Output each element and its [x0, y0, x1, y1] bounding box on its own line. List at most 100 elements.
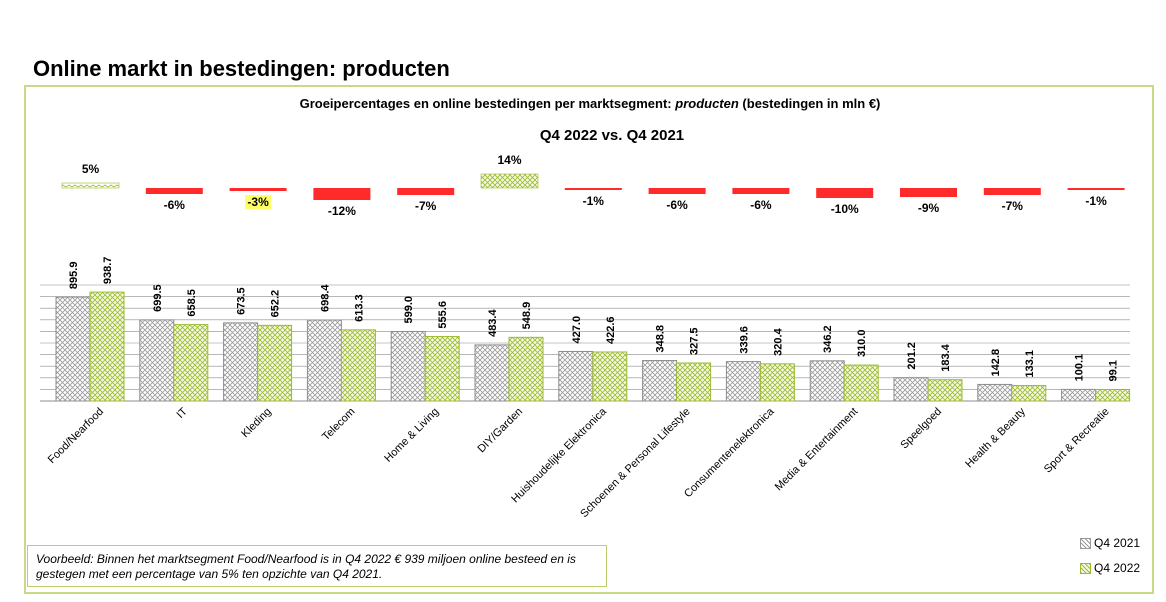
growth-bar: [480, 173, 539, 189]
bar: [424, 336, 460, 402]
bar: [55, 296, 91, 402]
data-label: 201.2: [906, 342, 918, 370]
data-label: 673.5: [236, 287, 248, 315]
data-label: 658.5: [186, 289, 198, 317]
bar: [1095, 389, 1131, 402]
growth-label: -6%: [750, 198, 772, 212]
growth-bar: [900, 188, 957, 197]
bar: [843, 364, 879, 402]
legend-swatch-q4-2021: [1080, 537, 1091, 549]
bar: [474, 344, 510, 402]
growth-bar: [564, 188, 622, 190]
chart-frame: [24, 85, 1154, 594]
chart-title-emphasis: producten: [674, 96, 739, 111]
chart-title-prefix: Groeipercentages en online bestedingen p…: [300, 96, 676, 111]
data-label: 422.6: [605, 316, 617, 344]
category-label: Food/Nearfood: [46, 406, 106, 466]
bar: [1061, 388, 1097, 402]
bars: 895.9 938.7 699.5 658.5 673.5 652.2 698.4 613.3…: [55, 257, 1131, 402]
growth-label: -7%: [415, 199, 437, 213]
data-label: 599.0: [403, 296, 415, 324]
category-label: Telecom: [320, 406, 357, 443]
bar: [340, 329, 376, 402]
chart-title: Groeipercentages en online bestedingen p…: [300, 96, 881, 111]
category-label: Media & Entertainment: [773, 406, 861, 494]
growth-bar: [313, 188, 371, 200]
growth-label: -9%: [918, 201, 940, 215]
bar: [223, 322, 259, 402]
growth-label: -3%: [247, 195, 269, 209]
bar: [725, 361, 761, 402]
data-label: 699.5: [152, 284, 164, 312]
bar: [89, 291, 125, 402]
data-label: 895.9: [68, 262, 80, 290]
category-label: Huishoudelijke Elektronica: [509, 405, 609, 505]
category-label: Kleding: [239, 406, 273, 440]
growth-label: -6%: [666, 198, 688, 212]
bar: [893, 377, 929, 402]
bar: [390, 331, 426, 402]
data-label: 327.5: [689, 327, 701, 355]
data-label: 183.4: [940, 343, 952, 371]
growth-bar: [1067, 188, 1125, 190]
bar: [927, 379, 963, 402]
legend-swatch-q4-2022: [1080, 562, 1091, 574]
growth-label: -1%: [1085, 194, 1107, 208]
category-label: Health & Beauty: [963, 405, 1028, 470]
growth-label: -10%: [831, 202, 859, 216]
growth-bar: [648, 188, 706, 194]
legend-item-q4-2021: Q4 2021: [1080, 536, 1140, 550]
bar: [139, 319, 175, 402]
growth-label: -12%: [328, 204, 356, 218]
legend-label-q4-2022: Q4 2022: [1094, 561, 1141, 575]
data-label: 142.8: [990, 349, 1002, 377]
growth-label: 5%: [82, 162, 100, 176]
data-label: 652.2: [270, 290, 282, 318]
example-note: Voorbeeld: Binnen het marktsegment Food/…: [27, 545, 607, 587]
growth-bar: [145, 188, 203, 194]
bar: [1011, 385, 1047, 402]
legend-label-q4-2021: Q4 2021: [1094, 536, 1141, 550]
growth-bar: [983, 188, 1041, 195]
bar: [508, 336, 544, 402]
data-label: 346.2: [822, 325, 834, 353]
growth-label: -1%: [583, 194, 605, 208]
data-label: 427.0: [571, 316, 583, 344]
bar: [759, 363, 795, 402]
data-label: 548.9: [521, 302, 533, 330]
category-label: IT: [175, 405, 191, 421]
category-labels: Food/Nearfood IT Kleding Telecom Home & Livi…: [46, 405, 1112, 520]
data-label: 613.3: [353, 294, 365, 322]
page-title: Online markt in bestedingen: producten: [33, 56, 450, 81]
data-label: 483.4: [487, 309, 499, 337]
category-label: Speelgoed: [898, 406, 944, 452]
data-label: 348.8: [655, 325, 667, 353]
growth-bar: [816, 188, 874, 198]
growth-bar: [397, 188, 455, 195]
data-label: 555.6: [437, 301, 449, 329]
growth-label-highlight: [245, 195, 272, 209]
bar: [173, 324, 209, 402]
growth-label: -7%: [1002, 199, 1024, 213]
chart-subtitle: Q4 2022 vs. Q4 2021: [540, 127, 684, 144]
growth-bar: [61, 182, 120, 189]
legend-item-q4-2022: Q4 2022: [1080, 561, 1140, 575]
chart-title-suffix: (bestedingen in mln €): [739, 96, 881, 111]
data-label: 938.7: [102, 257, 114, 285]
category-label: Home & Living: [382, 406, 441, 465]
bar: [592, 351, 628, 402]
data-label: 320.4: [772, 327, 784, 355]
bar: [676, 362, 712, 402]
data-label: 339.6: [738, 326, 750, 354]
category-label: Sport & Recreatie: [1042, 406, 1112, 476]
category-label: DIY/Garden: [476, 406, 526, 456]
data-label: 99.1: [1108, 360, 1120, 381]
data-label: 698.4: [319, 284, 331, 312]
data-label: 133.1: [1024, 350, 1036, 378]
bar: [558, 350, 594, 402]
data-label: 310.0: [856, 330, 868, 358]
growth-bar: [229, 188, 287, 191]
growth-label: -6%: [164, 198, 186, 212]
growth-bar: [732, 188, 790, 194]
